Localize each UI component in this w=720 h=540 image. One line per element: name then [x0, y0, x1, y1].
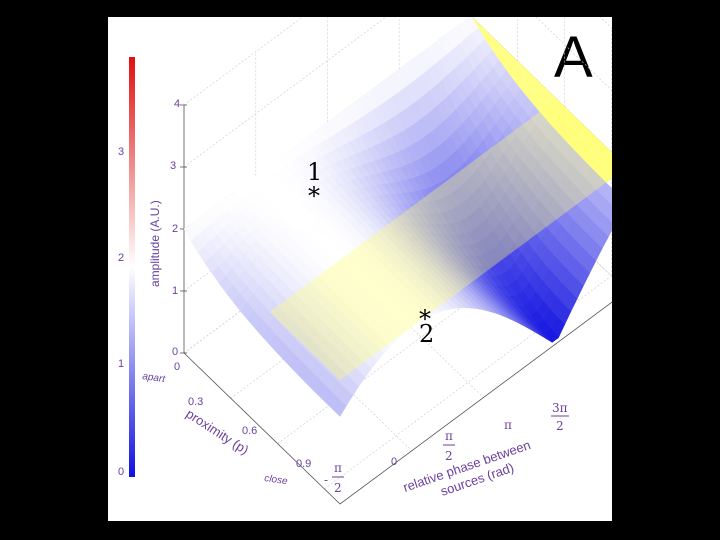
marker-2-label: 2 — [419, 320, 434, 348]
phase-tick-3pi-half-num: 3π — [552, 401, 568, 415]
proximity-tick-0.9: 0.9 — [296, 458, 311, 470]
marker-2: * 2 — [419, 305, 434, 348]
panel-label: A — [554, 25, 593, 90]
phase-tick-pi: π — [504, 418, 512, 432]
z-tick-0: 0 — [172, 346, 178, 358]
phase-tick-3pi-half: 3π 2 — [551, 401, 569, 433]
surface-cell — [332, 398, 347, 417]
colorbar-tick-2: 2 — [118, 252, 124, 264]
surface-cell — [607, 209, 612, 224]
colorbar-tick-1: 1 — [118, 358, 124, 370]
colorbar-tick-0: 0 — [118, 466, 124, 478]
figure-panel: 0 1 2 3 A 4 3 2 1 0 amplitude (A.U.) apa… — [108, 17, 612, 521]
marker-2-asterisk: * — [419, 305, 431, 333]
proximity-end-apart: apart — [142, 371, 167, 385]
marker-1: 1 * — [307, 158, 322, 210]
reference-plane-front — [269, 99, 612, 380]
marker-1-label: 1 — [307, 158, 322, 186]
colorbar-tick-3: 3 — [118, 146, 124, 158]
marker-1-asterisk: * — [308, 182, 320, 210]
phase-tick-pi-half-num: π — [445, 429, 453, 443]
proximity-end-close: close — [264, 473, 289, 487]
amplitude-surface — [183, 17, 612, 417]
proximity-tick-0.6: 0.6 — [242, 425, 257, 437]
z-tick-1: 1 — [172, 285, 178, 297]
phase-axis-label: relative phase between sources (rad) — [401, 437, 532, 499]
phase-tick-pi-half-den: 2 — [445, 449, 453, 463]
phase-tick-neg-den: 2 — [334, 481, 342, 495]
phase-tick-neg-sign: - — [324, 473, 328, 487]
z-tick-4: 4 — [174, 98, 180, 110]
surface-plot: 0 1 2 3 A 4 3 2 1 0 amplitude (A.U.) apa… — [118, 17, 612, 505]
reference-plane-overlay — [269, 99, 612, 380]
z-axis-label: amplitude (A.U.) — [148, 200, 162, 287]
phase-tick-3pi-half-den: 2 — [556, 419, 564, 433]
z-tick-2: 2 — [172, 223, 178, 235]
phase-tick-neg-num: π — [334, 461, 342, 475]
proximity-tick-0: 0 — [174, 361, 180, 373]
colorbar — [129, 57, 135, 477]
phase-tick-pi-half: π 2 — [443, 429, 455, 463]
phase-tick-0: 0 — [391, 456, 397, 468]
z-tick-3: 3 — [170, 160, 176, 172]
phase-tick-neg-pi-half: - π 2 — [324, 461, 344, 495]
proximity-tick-0.3: 0.3 — [188, 396, 203, 408]
